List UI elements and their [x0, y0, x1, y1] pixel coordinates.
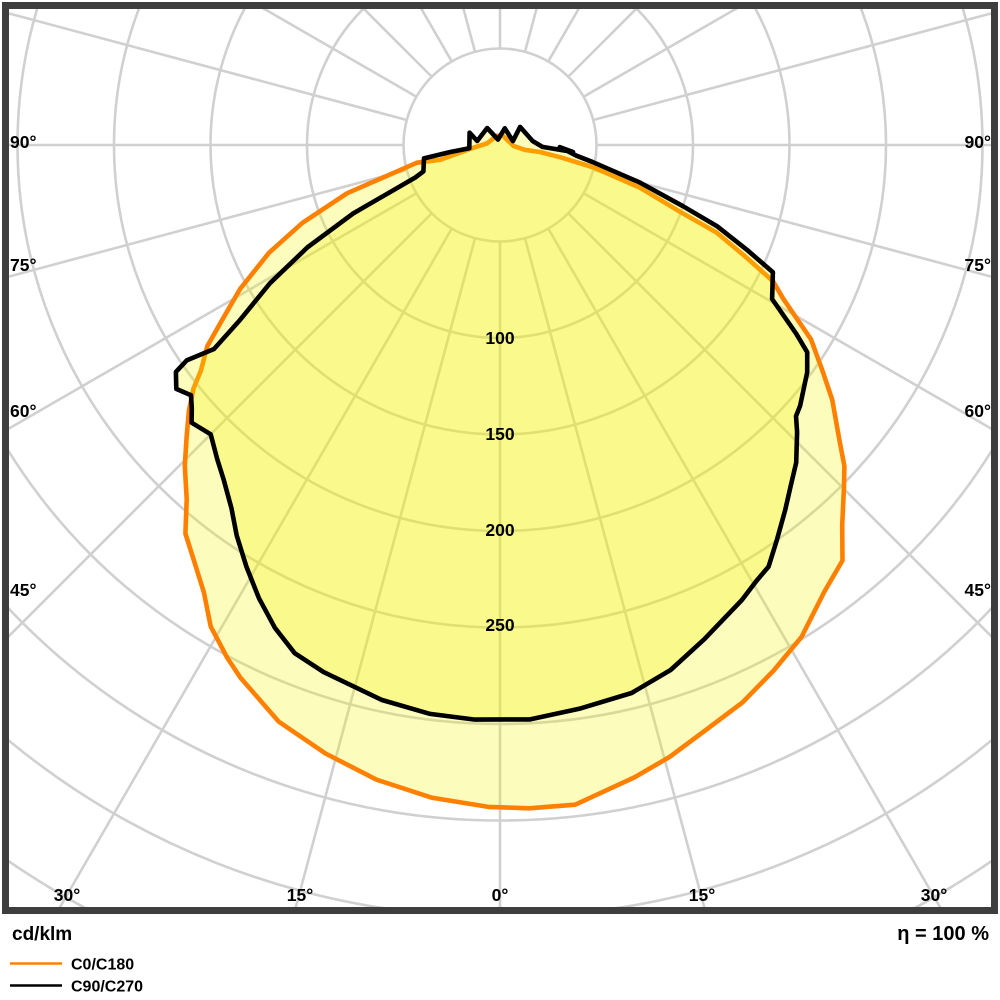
grid-ray-45	[567, 212, 991, 638]
grid-ray-15	[523, 237, 706, 907]
radial-label-150: 150	[485, 424, 514, 444]
efficiency-label: η = 100 %	[897, 923, 989, 945]
angle-label-left-45: 45°	[10, 580, 36, 600]
angle-label-bottom-0: 0°	[492, 885, 509, 905]
angle-label-bottom-15l: 15°	[287, 885, 313, 905]
grid-ray-255	[9, 12, 408, 122]
grid-ray-285	[9, 168, 408, 278]
curve-c90-c270	[173, 124, 810, 722]
angle-label-bottom-15r: 15°	[689, 885, 715, 905]
angle-label-left-90: 90°	[10, 132, 36, 152]
grid-ray-300	[9, 192, 418, 430]
radial-label-250: 250	[485, 615, 514, 635]
angle-label-right-60: 60°	[965, 401, 991, 421]
angle-label-bottom-30l: 30°	[54, 885, 80, 905]
legend-label-c0-c180: C0/C180	[71, 957, 134, 974]
grid-ray-75	[592, 168, 991, 278]
grid-ray-330	[58, 227, 453, 907]
angle-label-right-45: 45°	[965, 580, 991, 600]
unit-label: cd/klm	[12, 924, 72, 945]
angle-label-left-75: 75°	[10, 255, 36, 275]
radial-label-200: 200	[485, 520, 514, 540]
legend: C0/C180 C90/C270	[10, 957, 143, 996]
angle-label-right-90: 90°	[965, 132, 991, 152]
angle-label-left-60: 60°	[10, 401, 36, 421]
grid-ray-105	[592, 12, 991, 122]
grid-ray-30	[547, 227, 942, 907]
curve-c0-c180	[182, 133, 847, 811]
angle-label-right-75: 75°	[965, 255, 991, 275]
grid-ray-315	[9, 212, 433, 638]
legend-label-c90-c270: C90/C270	[71, 979, 143, 996]
radial-label-100: 100	[485, 328, 514, 348]
grid-ray-345	[294, 237, 477, 907]
angle-label-bottom-30r: 30°	[921, 885, 947, 905]
